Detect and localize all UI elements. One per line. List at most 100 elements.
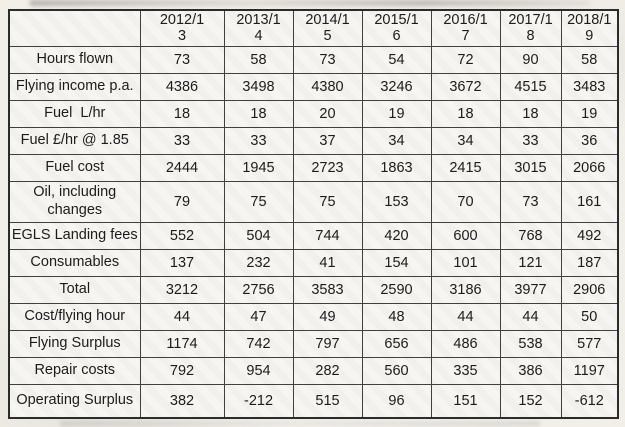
cell-value: 3483 xyxy=(560,72,619,101)
cell-value: 2590 xyxy=(361,275,432,304)
cell-value: 954 xyxy=(223,356,294,385)
cell-value: 2756 xyxy=(223,275,294,304)
table-row: Oil, including changes 79 75 75 153 70 73 161 xyxy=(8,180,619,223)
table-header: 2012/13 2013/14 2014/15 2015/16 2016/17 2017/… xyxy=(8,9,619,47)
cell-value: 3583 xyxy=(292,275,363,304)
cell-value: 1945 xyxy=(223,153,294,182)
year-header: 2013/14 xyxy=(223,9,294,47)
cell-value: 656 xyxy=(361,329,432,358)
cell-value: 4380 xyxy=(292,72,363,101)
year-label: 2015/16 xyxy=(374,11,419,45)
cell-value: 44 xyxy=(139,302,225,331)
year-header: 2012/13 xyxy=(139,9,225,47)
cell-value: 504 xyxy=(223,221,294,250)
row-label: Consumables xyxy=(8,248,141,277)
table-row: Fuel £/hr @ 1.85 33 33 37 34 34 33 36 xyxy=(8,126,619,155)
row-label: Hours flown xyxy=(8,45,141,74)
year-label: 2013/14 xyxy=(236,11,281,45)
cell-value: 600 xyxy=(430,221,501,250)
corner-cell xyxy=(8,9,141,47)
scan-smudge-top xyxy=(30,0,590,6)
cell-value: 161 xyxy=(560,180,619,223)
table-row: Fuel cost 2444 1945 2723 1863 2415 3015 2066 xyxy=(8,153,619,182)
cell-value: 2444 xyxy=(139,153,225,182)
table-row: Flying Surplus 1174 742 797 656 486 538 577 xyxy=(8,329,619,358)
cell-value: 768 xyxy=(499,221,562,250)
cell-value: 34 xyxy=(430,126,501,155)
cell-value: 2415 xyxy=(430,153,501,182)
cell-value: 3672 xyxy=(430,72,501,101)
cell-value: 420 xyxy=(361,221,432,250)
cell-value: 18 xyxy=(430,99,501,128)
table-row: Fuel L/hr 18 18 20 19 18 18 19 xyxy=(8,99,619,128)
table-row: Operating Surplus 382 -212 515 96 151 152 -612 xyxy=(8,383,619,419)
table-row: Flying income p.a. 4386 3498 4380 3246 3672 45… xyxy=(8,72,619,101)
cell-value: 44 xyxy=(430,302,501,331)
table-body: Hours flown 73 58 73 54 72 90 58 Flying income p… xyxy=(8,45,619,419)
cell-value: 73 xyxy=(499,180,562,223)
cell-value: 70 xyxy=(430,180,501,223)
cell-value: 18 xyxy=(499,99,562,128)
cell-value: 49 xyxy=(292,302,363,331)
cell-value: 33 xyxy=(223,126,294,155)
cell-value: 577 xyxy=(560,329,619,358)
cell-value: 3186 xyxy=(430,275,501,304)
cell-value: 153 xyxy=(361,180,432,223)
cell-value: 4386 xyxy=(139,72,225,101)
cell-value: 72 xyxy=(430,45,501,74)
cell-value: 41 xyxy=(292,248,363,277)
year-header: 2014/15 xyxy=(292,9,363,47)
row-label: Total xyxy=(8,275,141,304)
cell-value: 797 xyxy=(292,329,363,358)
scan-smudge-bottom xyxy=(60,421,540,426)
cell-value: 792 xyxy=(139,356,225,385)
table-row: Consumables 137 232 41 154 101 121 187 xyxy=(8,248,619,277)
cell-value: 47 xyxy=(223,302,294,331)
row-label: Oil, including changes xyxy=(8,180,141,223)
cell-value: 101 xyxy=(430,248,501,277)
cell-value: 3212 xyxy=(139,275,225,304)
cell-value: 48 xyxy=(361,302,432,331)
cell-value: 37 xyxy=(292,126,363,155)
cell-value: 3015 xyxy=(499,153,562,182)
cell-value: 552 xyxy=(139,221,225,250)
row-label: Fuel cost xyxy=(8,153,141,182)
cell-value: 1174 xyxy=(139,329,225,358)
header-row: 2012/13 2013/14 2014/15 2015/16 2016/17 2017/… xyxy=(8,9,619,47)
cell-value: 3498 xyxy=(223,72,294,101)
table-row: Total 3212 2756 3583 2590 3186 3977 2906 xyxy=(8,275,619,304)
cell-value: 3977 xyxy=(499,275,562,304)
year-label: 2017/18 xyxy=(508,11,553,45)
cell-value: 36 xyxy=(560,126,619,155)
cell-value: 2906 xyxy=(560,275,619,304)
cell-value: 1863 xyxy=(361,153,432,182)
cell-value: 20 xyxy=(292,99,363,128)
cell-value: -212 xyxy=(223,383,294,419)
cell-value: 137 xyxy=(139,248,225,277)
table-row: Hours flown 73 58 73 54 72 90 58 xyxy=(8,45,619,74)
year-label: 2018/19 xyxy=(567,11,612,45)
table-row: Repair costs 792 954 282 560 335 386 1197 xyxy=(8,356,619,385)
cell-value: 744 xyxy=(292,221,363,250)
year-header: 2018/19 xyxy=(560,9,619,47)
cell-value: 151 xyxy=(430,383,501,419)
cell-value: 33 xyxy=(499,126,562,155)
cell-value: 121 xyxy=(499,248,562,277)
cell-value: 58 xyxy=(560,45,619,74)
cell-value: 79 xyxy=(139,180,225,223)
cell-value: 2066 xyxy=(560,153,619,182)
cell-value: 492 xyxy=(560,221,619,250)
cell-value: 54 xyxy=(361,45,432,74)
cell-value: 382 xyxy=(139,383,225,419)
cell-value: 44 xyxy=(499,302,562,331)
cell-value: 386 xyxy=(499,356,562,385)
cell-value: 50 xyxy=(560,302,619,331)
flying-costs-table: 2012/13 2013/14 2014/15 2015/16 2016/17 2017/… xyxy=(8,9,619,419)
cell-value: 154 xyxy=(361,248,432,277)
year-label: 2014/15 xyxy=(305,11,350,45)
cell-value: 18 xyxy=(139,99,225,128)
table-row: Cost/flying hour 44 47 49 48 44 44 50 xyxy=(8,302,619,331)
cell-value: 2723 xyxy=(292,153,363,182)
row-label: EGLS Landing fees xyxy=(8,221,141,250)
